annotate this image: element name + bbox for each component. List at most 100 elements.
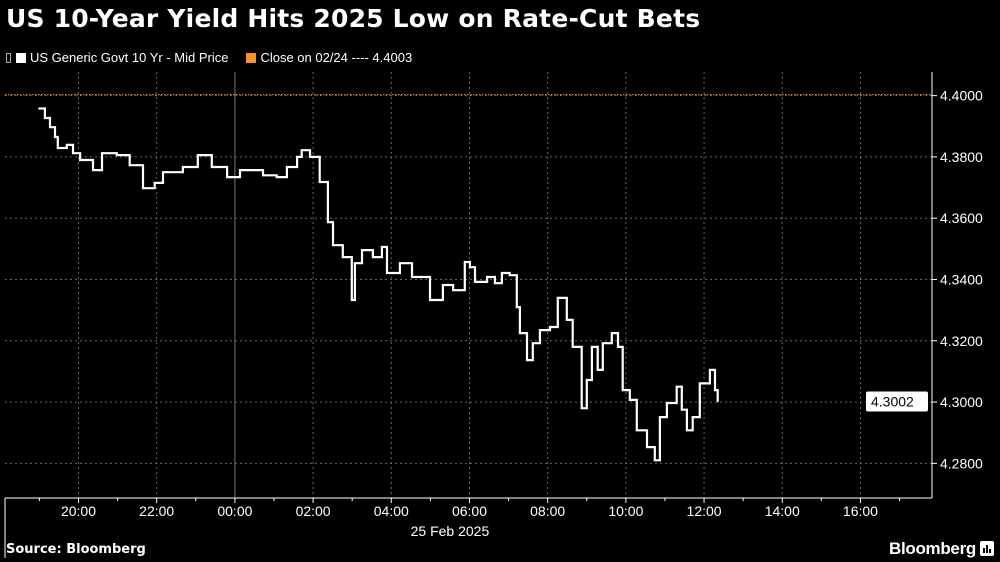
data-point xyxy=(463,261,466,263)
data-point xyxy=(646,446,648,449)
data-point xyxy=(549,326,551,328)
data-point xyxy=(285,166,288,168)
data-point xyxy=(372,256,374,259)
x-tick-label: 02:00 xyxy=(296,503,331,519)
data-point xyxy=(341,256,344,259)
data-point xyxy=(38,107,40,110)
data-point xyxy=(685,429,688,432)
data-point xyxy=(590,346,593,348)
data-point xyxy=(580,407,583,410)
data-point xyxy=(380,246,383,248)
x-tick-label: 06:00 xyxy=(452,503,487,519)
data-point xyxy=(49,126,51,129)
data-point xyxy=(72,152,74,155)
data-point xyxy=(332,244,334,247)
data-point xyxy=(538,329,541,331)
data-point xyxy=(386,272,388,274)
data-point xyxy=(398,262,401,265)
x-tick-label: 00:00 xyxy=(217,503,252,519)
x-tick-label: 16:00 xyxy=(843,503,878,519)
data-point xyxy=(635,429,638,432)
y-tick-label: 4.3400 xyxy=(940,271,983,287)
data-point xyxy=(318,181,321,183)
data-point xyxy=(128,164,131,167)
data-point xyxy=(526,359,528,361)
y-tick-label: 4.3200 xyxy=(940,333,983,349)
data-point xyxy=(262,174,264,177)
legend-swatch-close xyxy=(246,52,257,63)
data-point xyxy=(474,281,476,283)
data-point xyxy=(531,342,534,345)
data-point xyxy=(601,342,604,345)
x-tick-label: 20:00 xyxy=(61,503,96,519)
y-tick-label: 4.2800 xyxy=(940,455,983,471)
data-point xyxy=(43,117,46,119)
data-point xyxy=(210,166,213,168)
data-point xyxy=(361,249,363,251)
data-point xyxy=(296,155,298,158)
data-point xyxy=(698,382,701,385)
series-line-us-10yr xyxy=(39,107,719,462)
data-point xyxy=(115,154,118,156)
data-point xyxy=(556,296,559,299)
brand-logo: Bloomberg xyxy=(888,539,976,558)
data-point xyxy=(101,152,103,155)
y-tick-label: 4.3600 xyxy=(940,210,983,226)
data-point xyxy=(54,136,56,138)
data-point xyxy=(468,266,471,269)
data-point xyxy=(354,262,356,265)
data-point xyxy=(411,276,413,278)
y-tick-label: 4.4000 xyxy=(940,88,983,104)
legend: US Generic Govt 10 Yr - Mid Price Close … xyxy=(6,50,412,65)
data-point xyxy=(716,400,719,403)
x-date-label: 25 Feb 2025 xyxy=(411,523,490,539)
data-point xyxy=(56,147,59,149)
legend-close-label: Close on 02/24 ---- 4.4003 xyxy=(260,50,413,65)
data-point xyxy=(508,274,511,277)
x-tick-label: 14:00 xyxy=(765,503,800,519)
data-point xyxy=(79,159,81,161)
x-tick-label: 08:00 xyxy=(530,503,565,519)
data-point xyxy=(519,332,521,335)
data-point xyxy=(501,272,503,274)
data-point xyxy=(441,284,444,286)
data-point xyxy=(617,346,619,348)
x-tick-label: 04:00 xyxy=(374,503,409,519)
data-point xyxy=(714,389,716,392)
data-point xyxy=(142,187,144,190)
data-point xyxy=(653,459,656,462)
data-point xyxy=(418,276,421,278)
data-point xyxy=(493,282,496,285)
data-point xyxy=(709,368,711,371)
data-point xyxy=(181,166,184,168)
y-tick-label: 4.3800 xyxy=(940,149,983,165)
data-point xyxy=(675,385,678,388)
last-value-label: 4.3002 xyxy=(871,393,914,409)
data-point xyxy=(596,368,599,371)
source-note: Source: Bloomberg xyxy=(6,542,146,557)
bloomberg-chart-icon xyxy=(980,541,994,556)
data-point xyxy=(452,289,454,292)
data-point xyxy=(691,416,694,418)
data-point xyxy=(680,408,683,411)
data-point xyxy=(585,379,588,381)
x-tick-label: 22:00 xyxy=(139,503,174,519)
data-point xyxy=(153,182,156,184)
data-point xyxy=(571,346,574,348)
y-tick-label: 4.3000 xyxy=(940,394,983,410)
last-value-tag xyxy=(866,391,928,412)
data-point xyxy=(196,154,199,156)
data-point xyxy=(350,299,353,301)
legend-toggle-icon[interactable] xyxy=(6,52,11,63)
data-point xyxy=(226,176,228,179)
chart-title: US 10-Year Yield Hits 2025 Low on Rate-C… xyxy=(6,4,701,33)
data-point xyxy=(429,299,431,301)
data-point xyxy=(65,144,68,146)
x-tick-label: 10:00 xyxy=(608,503,643,519)
legend-series-label: US Generic Govt 10 Yr - Mid Price xyxy=(30,50,229,65)
data-point xyxy=(300,149,303,152)
data-point xyxy=(565,319,568,321)
data-point xyxy=(486,276,488,278)
data-point xyxy=(327,221,329,224)
